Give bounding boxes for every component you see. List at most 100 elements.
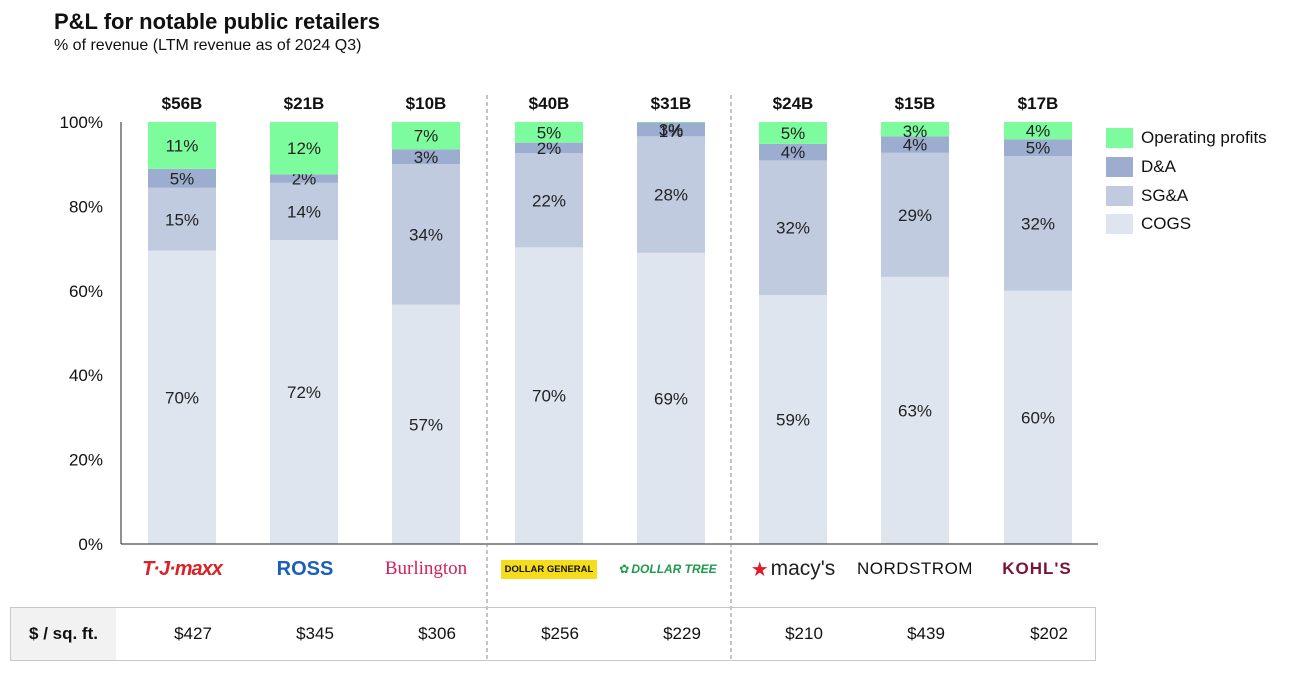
legend-swatch-cogs — [1106, 214, 1133, 235]
y-tick-label: 80% — [69, 197, 103, 216]
bar-segment-da — [392, 149, 460, 165]
data-label-da: 2% — [537, 139, 562, 158]
logo-burlington-text: Burlington — [384, 558, 468, 579]
data-label-sga: 28% — [654, 186, 688, 205]
bar-segment-sga — [148, 187, 216, 251]
sq-ft-value-dollar-tree: $229 — [663, 624, 701, 643]
bar-segment-sga — [637, 136, 705, 253]
bar-segment-cogs — [270, 240, 338, 544]
bar-segment-cogs — [881, 276, 949, 544]
y-tick-label: 100% — [60, 113, 103, 132]
sq-ft-table-label: $ / sq. ft. — [11, 608, 116, 660]
bar-segment-cogs — [392, 304, 460, 544]
bar-segment-operating_profits — [637, 122, 705, 123]
data-label-sga: 32% — [776, 219, 810, 238]
legend-item-sga: SG&A — [1106, 181, 1267, 210]
logo-tjmaxx: T·J·maxx — [126, 556, 238, 582]
bar-segment-sga — [392, 164, 460, 305]
data-label-da: 5% — [170, 169, 195, 188]
bar-segment-operating_profits — [270, 122, 338, 175]
bar-segment-sga — [515, 153, 583, 248]
legend-label-da: D&A — [1141, 157, 1176, 177]
sq-ft-value-ross: $345 — [296, 624, 334, 643]
revenue-label: $17B — [1018, 94, 1059, 113]
logo-dollar-tree-text: DOLLAR TREE — [631, 562, 717, 576]
bar-segment-sga — [1004, 156, 1072, 291]
legend-swatch-operating-profits — [1106, 128, 1133, 149]
bar-segment-cogs — [515, 247, 583, 545]
bar-segment-cogs — [148, 250, 216, 544]
legend-label-operating-profits: Operating profits — [1141, 128, 1267, 148]
logo-burlington: Burlington — [370, 556, 482, 582]
logo-macys-text: macy's — [770, 557, 836, 580]
data-label-operating_profits: 5% — [781, 124, 806, 143]
data-label-operating_profits: 12% — [287, 139, 321, 158]
bar-segment-cogs — [1004, 290, 1072, 544]
data-label-cogs: 70% — [165, 388, 199, 407]
data-label-cogs: 60% — [1021, 408, 1055, 427]
data-label-sga: 32% — [1021, 214, 1055, 233]
bar-segment-sga — [270, 182, 338, 241]
data-label-cogs: 72% — [287, 383, 321, 402]
y-tick-label: 40% — [69, 366, 103, 385]
dollar-tree-leaf-icon: ✿ — [619, 562, 630, 576]
legend-item-da: D&A — [1106, 153, 1267, 182]
legend-swatch-da — [1106, 157, 1133, 178]
logo-macys: ★ macy's — [745, 556, 841, 582]
data-label-sga: 14% — [287, 202, 321, 221]
sq-ft-value-tjmaxx: $427 — [174, 624, 212, 643]
bar-segment-cogs — [759, 295, 827, 544]
bar-segment-da — [515, 142, 583, 154]
sq-ft-value-macys: $210 — [785, 624, 823, 643]
bar-segment-da — [881, 136, 949, 153]
macys-star-icon: ★ — [750, 558, 769, 581]
sq-ft-value-nordstrom: $439 — [907, 624, 945, 643]
legend-swatch-sga — [1106, 185, 1133, 206]
bar-segment-operating_profits — [881, 122, 949, 137]
logo-dollar-general: DOLLAR GENERAL — [499, 556, 599, 582]
data-label-da: 4% — [781, 143, 806, 162]
logo-nordstrom-text: NORDSTROM — [857, 559, 973, 578]
legend-label-sga: SG&A — [1141, 185, 1189, 205]
logo-nordstrom: NORDSTROM — [857, 556, 973, 582]
bar-segment-da — [637, 122, 705, 137]
data-label-operating_profits: 3% — [903, 122, 928, 141]
sq-ft-value-burlington: $306 — [418, 624, 456, 643]
data-label-da: 3% — [659, 120, 684, 139]
bar-segment-da — [270, 174, 338, 183]
revenue-label: $10B — [406, 94, 447, 113]
logo-ross: ROSS — [255, 556, 355, 582]
revenue-label: $56B — [162, 94, 203, 113]
data-label-operating_profits: 4% — [1026, 122, 1051, 141]
sq-ft-value-kohls: $202 — [1030, 624, 1068, 643]
data-label-cogs: 59% — [776, 411, 810, 430]
chart-subtitle: % of revenue (LTM revenue as of 2024 Q3) — [54, 37, 362, 54]
y-tick-label: 60% — [69, 282, 103, 301]
data-label-cogs: 69% — [654, 389, 688, 408]
bar-segment-da — [148, 168, 216, 188]
data-label-da: 4% — [903, 136, 928, 155]
data-label-operating_profits: 1% — [659, 122, 684, 141]
sq-ft-table: $ / sq. ft. $427 $345 $306 $256 $229 $21… — [10, 607, 1096, 661]
bar-segment-operating_profits — [148, 122, 216, 169]
logo-dollar-tree: ✿ DOLLAR TREE — [614, 556, 722, 582]
logo-dollar-general-text: DOLLAR GENERAL — [500, 559, 598, 579]
revenue-label: $21B — [284, 94, 325, 113]
data-label-cogs: 63% — [898, 401, 932, 420]
y-tick-label: 20% — [69, 451, 103, 470]
bar-segment-operating_profits — [515, 122, 583, 143]
data-label-da: 5% — [1026, 139, 1051, 158]
bar-segment-da — [759, 143, 827, 161]
data-label-operating_profits: 11% — [166, 136, 199, 155]
data-label-operating_profits: 5% — [537, 123, 562, 142]
legend-label-cogs: COGS — [1141, 214, 1192, 234]
bar-segment-cogs — [637, 252, 705, 544]
logo-ross-text: ROSS — [276, 557, 334, 580]
legend-item-cogs: COGS — [1106, 210, 1267, 239]
bar-segment-sga — [881, 152, 949, 277]
bar-segment-operating_profits — [759, 122, 827, 144]
revenue-label: $31B — [651, 94, 692, 113]
legend: Operating profits D&A SG&A COGS — [1106, 124, 1267, 239]
data-label-sga: 22% — [532, 191, 566, 210]
logo-tjmaxx-text: T·J·maxx — [142, 557, 223, 580]
